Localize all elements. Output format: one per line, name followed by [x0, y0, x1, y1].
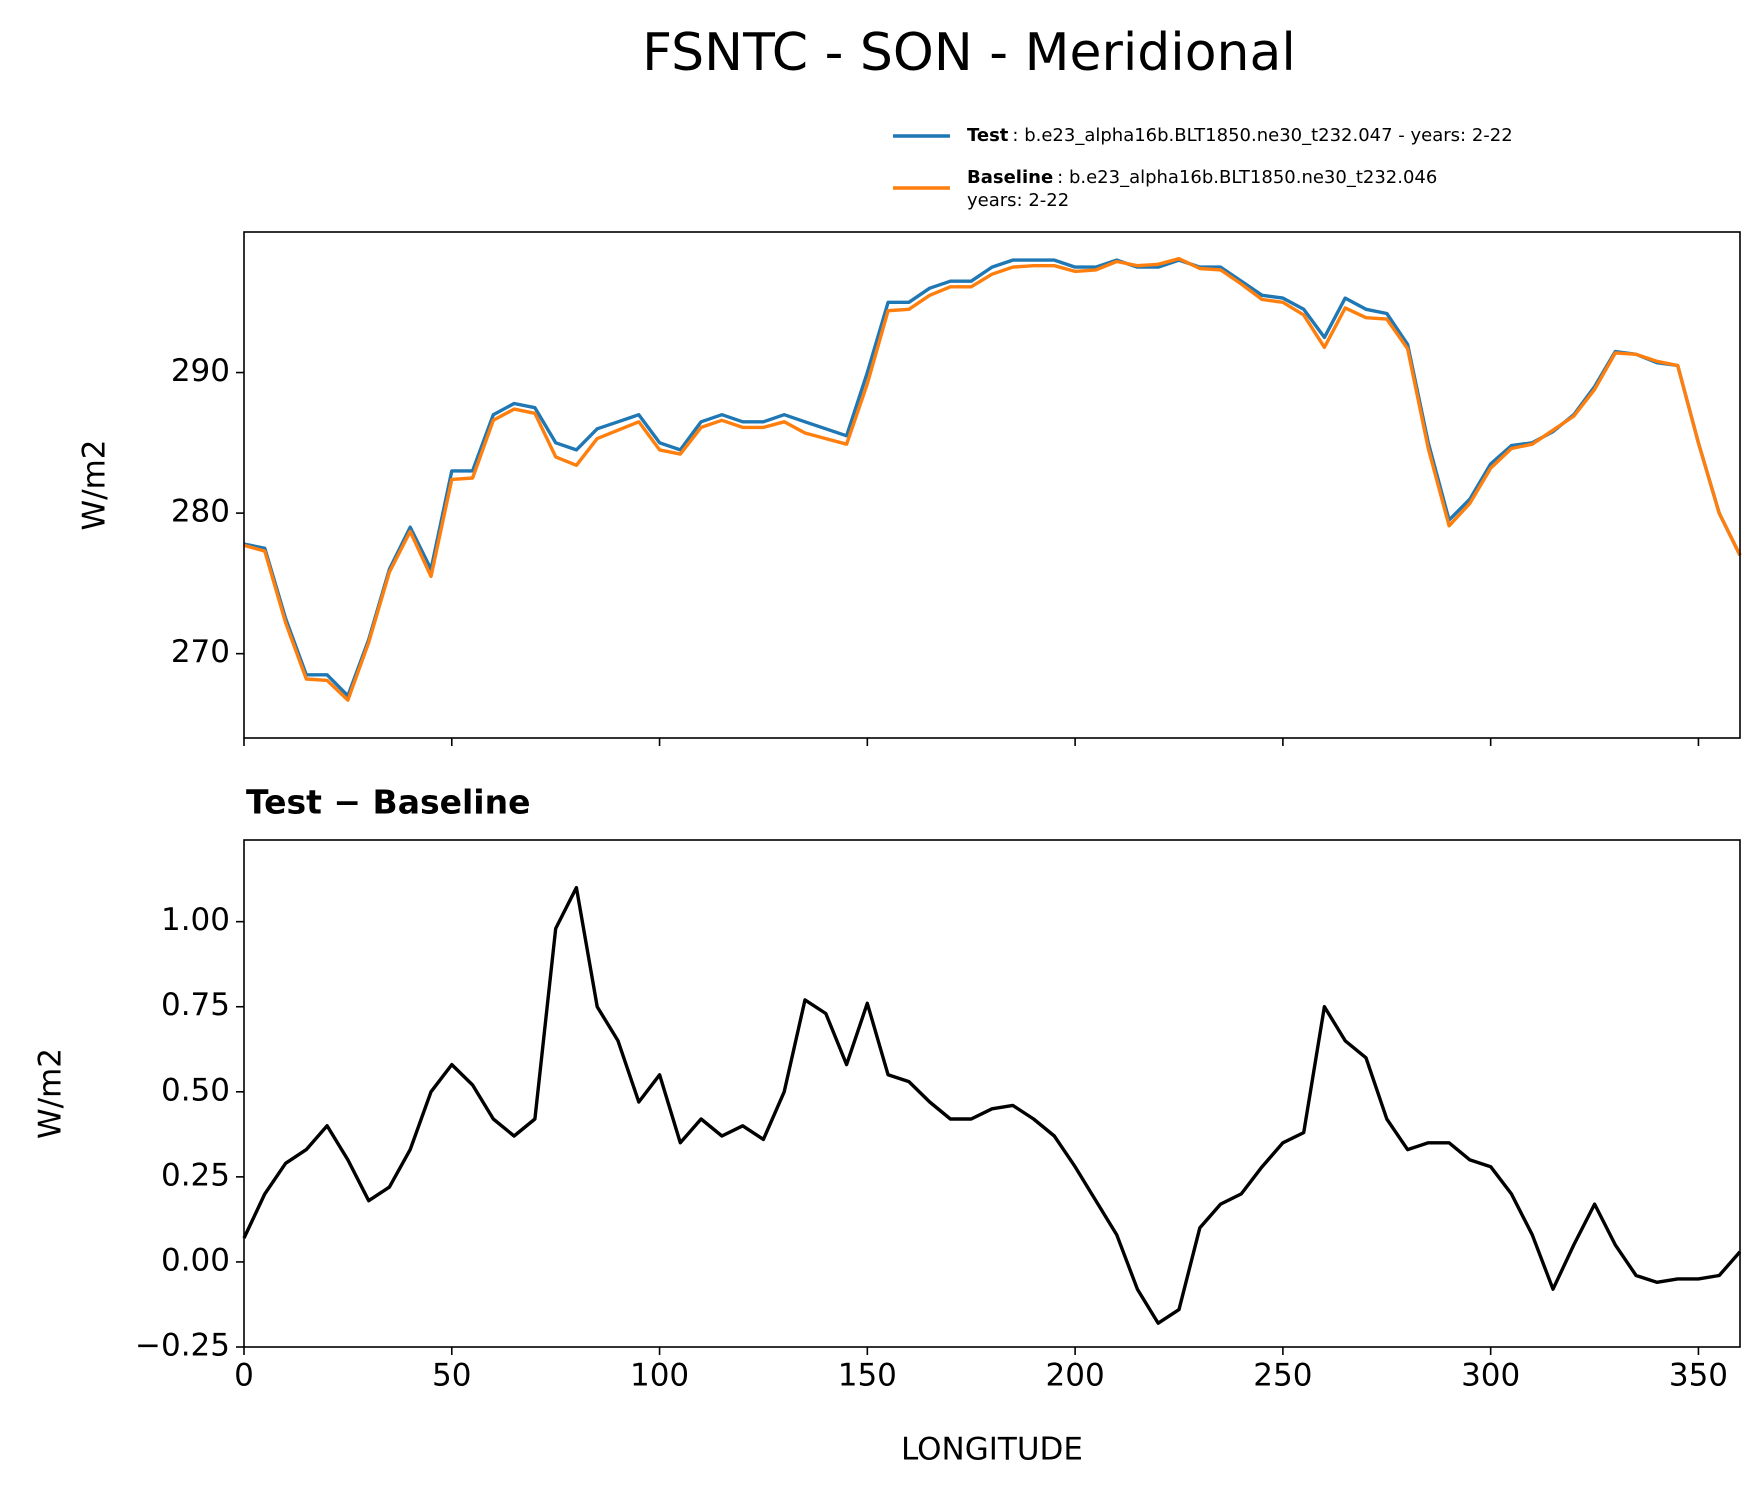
legend-entry: Test: b.e23_alpha16b.BLT1850.ne30_t232.0… [967, 125, 1513, 146]
legend-description: : b.e23_alpha16b.BLT1850.ne30_t232.046 [1057, 167, 1437, 188]
x-tick-label: 250 [1253, 1358, 1312, 1394]
x-tick-label: 350 [1669, 1358, 1728, 1394]
y-tick-label: 0.50 [161, 1072, 230, 1108]
x-tick-label: 0 [234, 1358, 254, 1394]
legend-name: Test [967, 125, 1009, 146]
y-tick-label: 0.75 [161, 987, 230, 1023]
data-line [243, 257, 1742, 702]
axes-frame [243, 839, 1741, 1348]
axes-title: Test − Baseline [246, 783, 531, 822]
y-tick-label: 0.25 [161, 1157, 230, 1193]
y-tick-label: 1.00 [161, 902, 230, 938]
y-tick-label: −0.25 [135, 1328, 230, 1364]
x-tick-label: 100 [630, 1358, 689, 1394]
x-tick-label: 50 [432, 1358, 471, 1394]
legend-description: : b.e23_alpha16b.BLT1850.ne30_t232.047 -… [1012, 125, 1512, 146]
legend-description: years: 2-22 [967, 190, 1069, 211]
x-tick-label: 200 [1046, 1358, 1105, 1394]
data-line [242, 885, 1742, 1325]
x-tick-label: 300 [1461, 1358, 1520, 1394]
y-axis-label: W/m2 [77, 439, 113, 530]
axes-frame [243, 231, 1741, 739]
data-line [243, 258, 1742, 698]
y-tick-label: 280 [171, 494, 230, 530]
y-axis-label: W/m2 [33, 1048, 69, 1139]
y-tick-label: 0.00 [161, 1242, 230, 1278]
legend-name: Baseline [967, 167, 1053, 188]
figure-title: FSNTC - SON - Meridional [642, 23, 1296, 83]
y-tick-label: 290 [171, 353, 230, 389]
x-axis-label: LONGITUDE [901, 1432, 1083, 1468]
y-tick-label: 270 [171, 634, 230, 670]
legend-entry: Baseline: b.e23_alpha16b.BLT1850.ne30_t2… [967, 167, 1437, 188]
x-tick-label: 150 [838, 1358, 897, 1394]
